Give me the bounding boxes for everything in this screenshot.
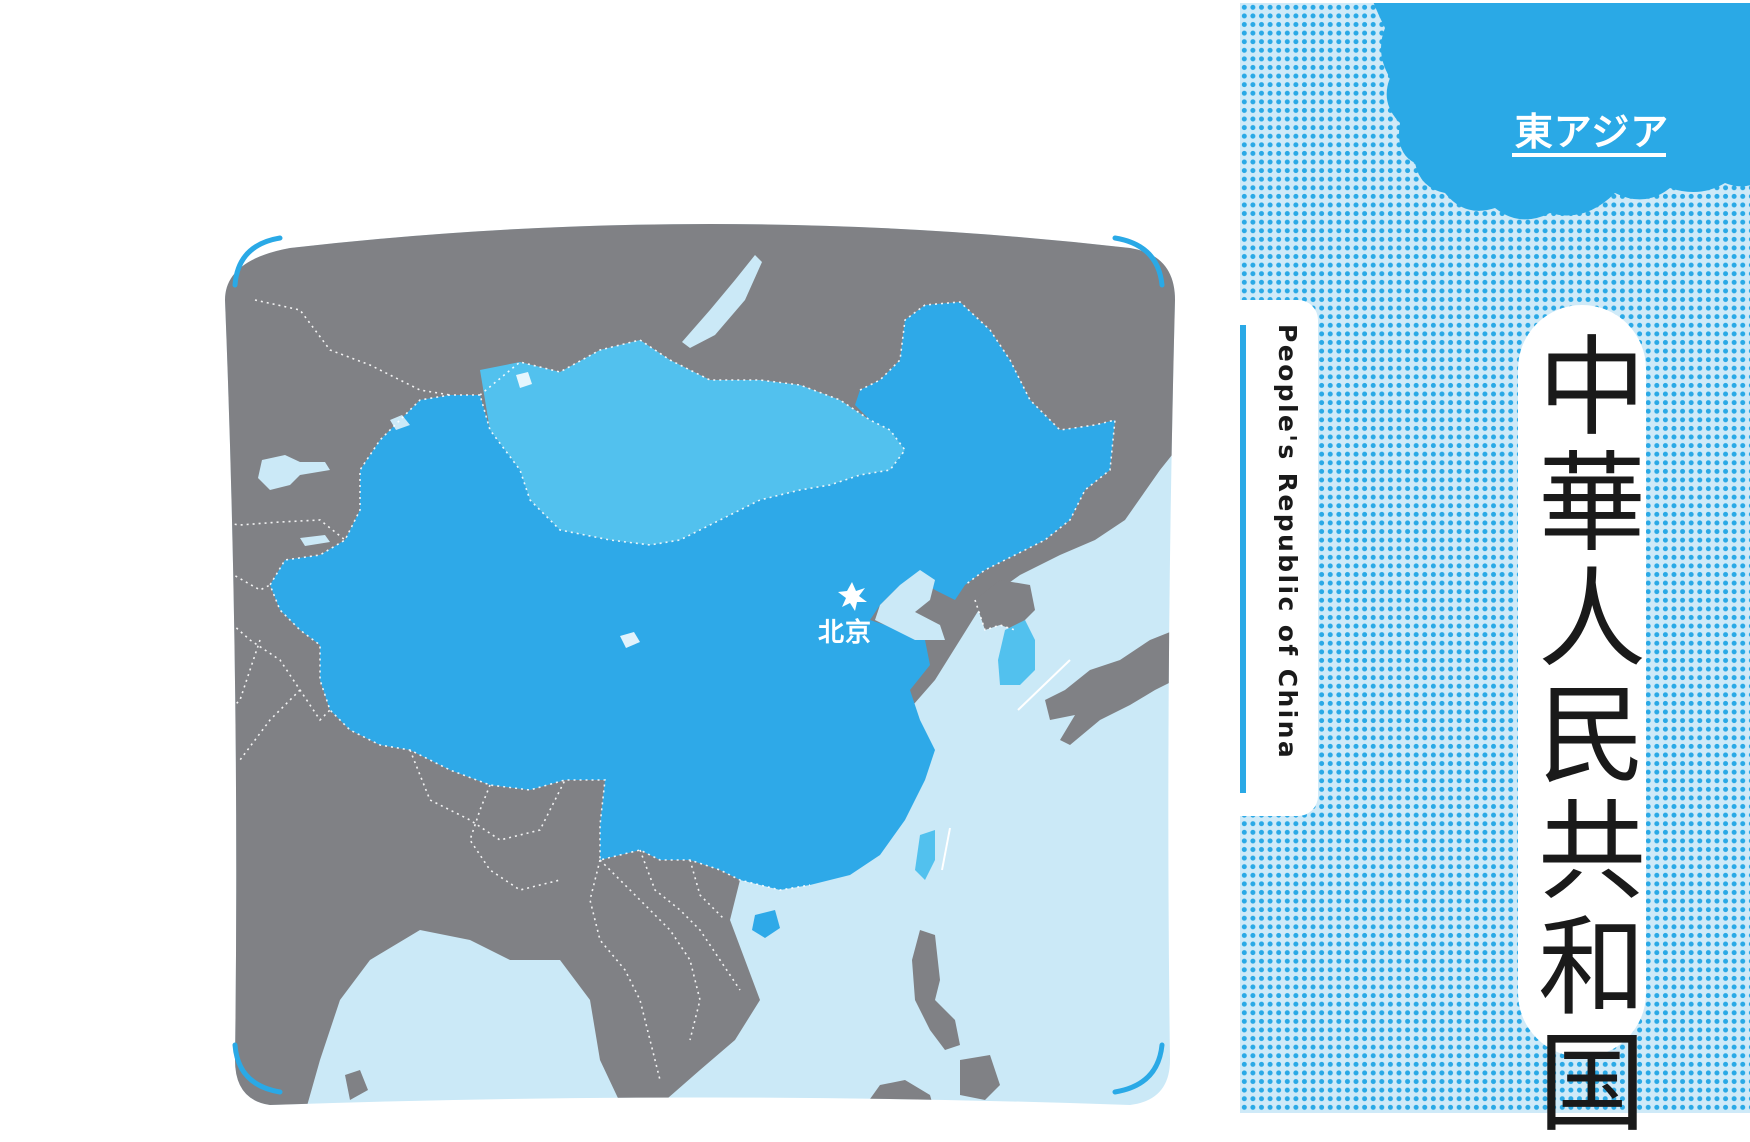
land-japan (1045, 630, 1175, 745)
lake-mongolia (516, 372, 532, 388)
region-badge (1373, 3, 1750, 220)
lake-baikal (682, 255, 762, 348)
lake-balkhash (258, 455, 330, 490)
region-underline (1512, 153, 1666, 157)
frame-corner-bottom-right (1112, 1042, 1165, 1095)
english-name-accent-bar (1240, 325, 1246, 793)
lake-zaysan (390, 415, 410, 430)
map-view (225, 224, 1175, 1105)
land-mongolia (480, 340, 905, 545)
land-philippines-south (960, 1055, 1000, 1100)
capital-star-icon (838, 582, 867, 611)
land-philippines (912, 930, 960, 1050)
land-hainan (752, 910, 780, 938)
frame-corner-bottom-left (232, 1042, 283, 1095)
country-name-english: People's Republic of China (1273, 324, 1302, 761)
english-name-box (1240, 300, 1318, 816)
country-name-japanese: 中華人民共和国 (1520, 330, 1645, 1142)
frame-corners (232, 235, 1165, 1095)
land-taiwan (915, 830, 935, 880)
lake-qinghai (620, 632, 640, 648)
sea-line-ryukyu (1017, 659, 1071, 711)
capital-label: 北京 (818, 618, 873, 648)
land-south-korea (998, 620, 1035, 685)
side-panel: 東アジア (1240, 3, 1750, 1113)
sea-bohai (875, 570, 945, 640)
land-sri-lanka (345, 1070, 368, 1100)
lake-issyk (300, 535, 330, 546)
frame-corner-top-left (232, 235, 283, 288)
land-china (270, 302, 1115, 890)
land-north-korea (975, 580, 1035, 630)
frame-corner-top-right (1112, 235, 1165, 288)
japanese-name-box (1518, 305, 1646, 1057)
region-label: 東アジア (1514, 110, 1670, 154)
country-borders (225, 299, 1116, 1081)
sea-line-taiwan (941, 827, 951, 871)
